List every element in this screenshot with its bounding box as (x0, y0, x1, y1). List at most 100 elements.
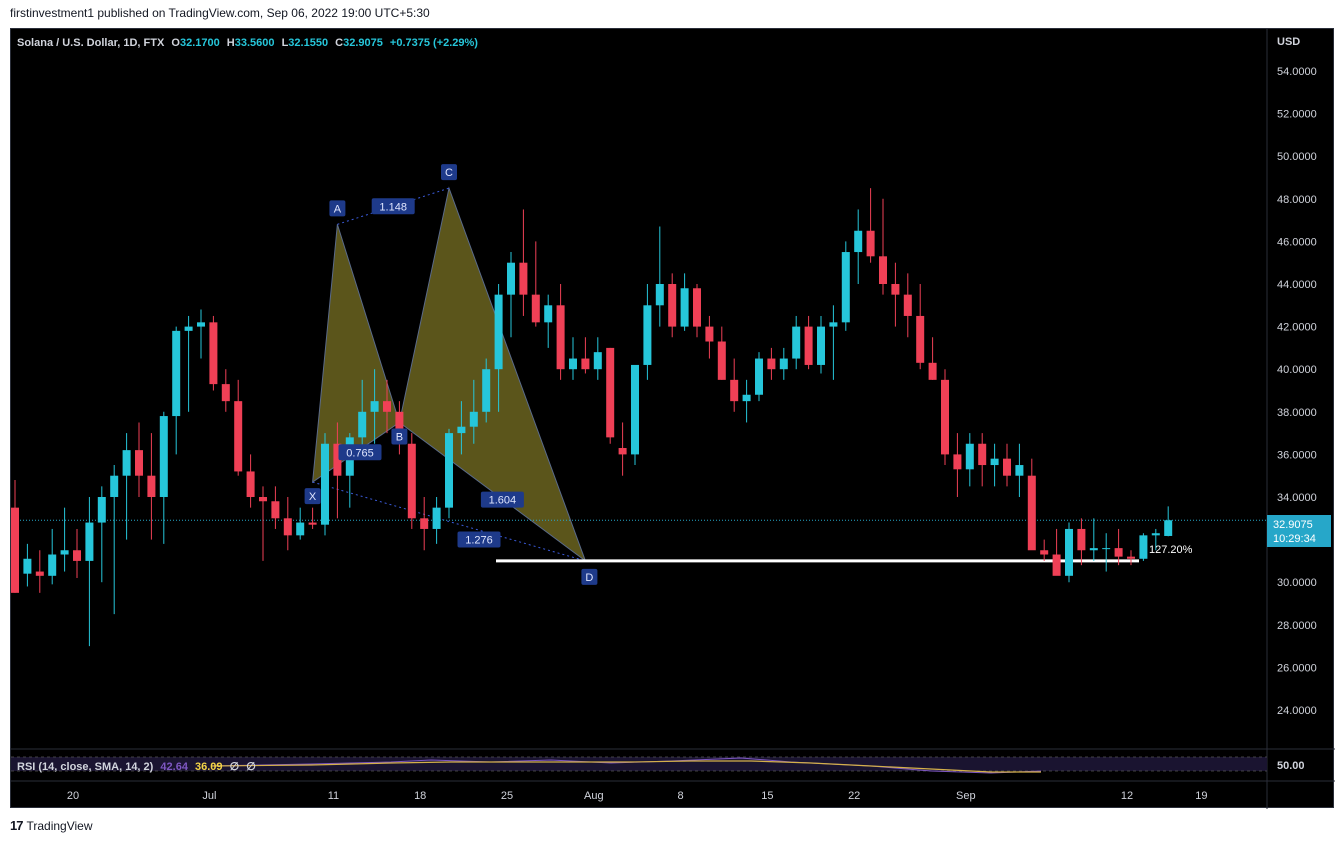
close-label: C (335, 37, 343, 49)
candle-body (184, 326, 193, 331)
candle-body (1040, 550, 1049, 555)
candle-body (97, 497, 106, 523)
candle-body (197, 322, 205, 327)
candle-body (879, 256, 887, 284)
chart-svg[interactable]: 54.0000 52.0000 50.0000 48.0000 46.0000 44.00… (11, 29, 1335, 809)
point-b-label-bg (391, 428, 408, 445)
candle-body (1065, 528, 1073, 576)
high-label: H (227, 37, 235, 49)
point-a-label-bg (329, 200, 346, 217)
chart-frame[interactable]: 54.0000 52.0000 50.0000 48.0000 46.0000 44.00… (10, 28, 1335, 809)
time-label: 8 (678, 790, 684, 802)
level-127-label: 127.20% (1149, 544, 1193, 556)
candle-body (407, 443, 416, 519)
candle-body (792, 326, 801, 359)
candle-body (358, 411, 367, 438)
candle-body (854, 230, 863, 253)
tradingview-logo-icon: 17 (10, 818, 24, 833)
rsi-axis-label: 50.00 (1277, 760, 1305, 772)
candle-body (1102, 548, 1111, 550)
price-tick: 46.0000 (1277, 236, 1317, 248)
candle-body (73, 550, 81, 561)
rsi-sma-line (210, 760, 1041, 773)
candle-body (23, 558, 32, 574)
candle-body (333, 443, 342, 476)
candle-body (48, 554, 57, 576)
candle-body (965, 443, 974, 470)
candle-body (1052, 554, 1061, 576)
candle-body (569, 358, 577, 370)
candle-body (804, 326, 813, 365)
price-axis-ticks: 54.0000 52.0000 50.0000 48.0000 46.0000 44.00… (1277, 66, 1317, 717)
candle-body (742, 394, 751, 402)
ratio-xb-label: 0.765 (346, 447, 374, 459)
low-value: 32.1550 (288, 37, 328, 49)
ratio-xd-label: 1.276 (465, 534, 493, 546)
time-label: 15 (761, 790, 773, 802)
candle-body (159, 416, 168, 497)
candle-body (829, 322, 838, 327)
candle-body (519, 262, 528, 295)
time-axis-labels: 20 Jul 11 18 25 Aug 8 15 22 Sep 12 19 (67, 790, 1208, 802)
candle-body (395, 411, 404, 444)
price-tick: 54.0000 (1277, 66, 1317, 78)
candle-body (420, 518, 429, 529)
candle-body (60, 550, 69, 555)
candle-body (1089, 548, 1098, 551)
last-price-badge (1267, 515, 1331, 547)
candle-body (1164, 520, 1173, 536)
time-label: 25 (501, 790, 513, 802)
point-d-label-bg (581, 568, 598, 585)
candle-body (432, 507, 441, 529)
footer: 17 TradingView (10, 818, 93, 833)
time-label: Aug (584, 790, 604, 802)
candle-body (457, 426, 466, 434)
candle-body (693, 288, 701, 327)
open-value: 32.1700 (180, 37, 220, 49)
time-label: 18 (414, 790, 426, 802)
ratio-bd-label-bg (480, 491, 524, 508)
high-value: 33.5600 (235, 37, 275, 49)
candle-body (990, 458, 999, 466)
price-tick: 34.0000 (1277, 492, 1317, 504)
candle-body (445, 433, 453, 508)
candle-body (1127, 556, 1135, 559)
rsi-legend: RSI (14, close, SMA, 14, 2) 42.64 36.09 … (17, 761, 256, 773)
candle-body (147, 475, 156, 497)
candle-body (469, 411, 478, 427)
countdown-value: 10:29:34 (1273, 533, 1316, 545)
time-label: 19 (1195, 790, 1207, 802)
candle-body (482, 369, 491, 412)
candle-body (507, 262, 515, 295)
point-c-label: C (445, 167, 453, 179)
candle-body (370, 401, 379, 412)
symbol-name: Solana / U.S. Dollar, 1D, FTX (17, 37, 165, 49)
pattern-xd-line (312, 481, 586, 562)
candle-body (978, 443, 987, 466)
footer-brand: TradingView (26, 818, 93, 833)
candle-body (928, 362, 937, 380)
candle-body (234, 401, 243, 472)
rsi-extra-1: ∅ (230, 761, 240, 773)
candle-body (705, 326, 714, 342)
candle-body (680, 288, 689, 327)
price-tick: 28.0000 (1277, 620, 1317, 632)
price-tick: 38.0000 (1277, 407, 1317, 419)
candle-body (755, 358, 763, 395)
candle-body (841, 252, 850, 323)
candle-body (655, 284, 664, 306)
rsi-sma-value: 36.09 (195, 761, 223, 773)
candle-body (866, 230, 875, 257)
candle-body (383, 401, 391, 412)
price-tick: 42.0000 (1277, 322, 1317, 334)
ratio-ac-label: 1.148 (379, 201, 407, 213)
currency-label: USD (1277, 36, 1300, 48)
rsi-extra-2: ∅ (246, 761, 256, 773)
symbol-legend: Solana / U.S. Dollar, 1D, FTX O32.1700 H… (17, 37, 478, 49)
candle-body (1114, 548, 1123, 557)
price-tick: 40.0000 (1277, 364, 1317, 376)
price-tick: 44.0000 (1277, 279, 1317, 291)
candle-body (1077, 528, 1086, 551)
time-label: 22 (848, 790, 860, 802)
candle-body (1151, 533, 1160, 536)
